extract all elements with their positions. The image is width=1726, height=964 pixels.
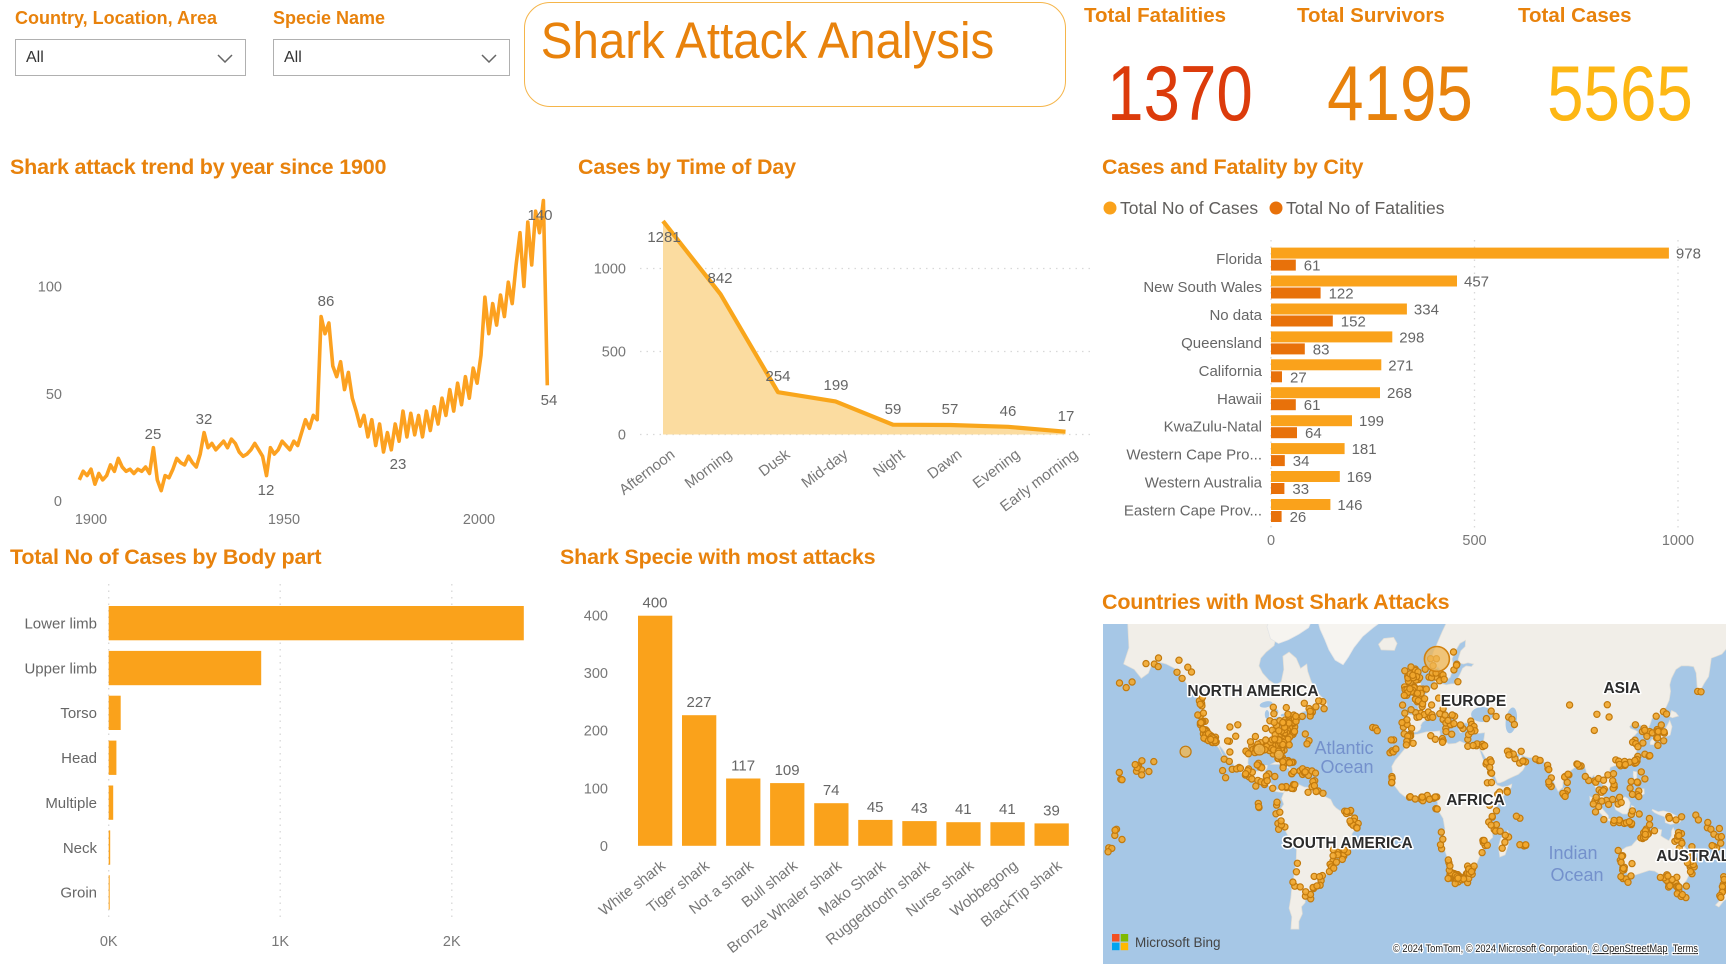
svg-text:Microsoft Bing: Microsoft Bing: [1135, 935, 1221, 950]
svg-text:54: 54: [541, 392, 558, 409]
svg-text:334: 334: [1414, 302, 1439, 319]
svg-text:Hawaii: Hawaii: [1217, 391, 1262, 408]
svg-text:400: 400: [584, 609, 608, 625]
svg-text:Lower limb: Lower limb: [24, 616, 97, 633]
svg-text:Queensland: Queensland: [1181, 335, 1262, 352]
svg-text:Head: Head: [61, 750, 97, 767]
svg-text:74: 74: [823, 782, 840, 799]
svg-text:0: 0: [618, 428, 626, 444]
svg-text:400: 400: [642, 595, 667, 612]
svg-text:298: 298: [1399, 329, 1424, 346]
svg-text:12: 12: [258, 482, 275, 499]
svg-text:Groin: Groin: [60, 885, 97, 902]
svg-text:500: 500: [602, 345, 626, 361]
svg-text:50: 50: [46, 387, 62, 403]
svg-text:KwaZulu-Natal: KwaZulu-Natal: [1164, 419, 1262, 436]
svg-text:SOUTH AMERICA: SOUTH AMERICA: [1282, 835, 1412, 852]
svg-text:41: 41: [955, 801, 972, 818]
svg-text:0: 0: [600, 839, 608, 855]
svg-text:32: 32: [196, 411, 213, 428]
svg-text:27: 27: [1290, 369, 1307, 386]
svg-text:59: 59: [885, 401, 902, 418]
svg-text:26: 26: [1290, 509, 1307, 526]
svg-text:ASIA: ASIA: [1603, 680, 1640, 697]
svg-text:300: 300: [584, 666, 608, 682]
svg-text:457: 457: [1464, 274, 1489, 291]
svg-text:45: 45: [867, 799, 884, 816]
svg-text:2000: 2000: [463, 512, 495, 528]
svg-text:23: 23: [390, 456, 407, 473]
svg-text:34: 34: [1293, 453, 1310, 470]
svg-text:271: 271: [1388, 357, 1413, 374]
svg-text:Neck: Neck: [63, 840, 98, 857]
svg-text:146: 146: [1337, 497, 1362, 514]
svg-text:0: 0: [1267, 533, 1275, 549]
svg-text:17: 17: [1058, 408, 1075, 425]
svg-text:California: California: [1199, 363, 1263, 380]
svg-text:46: 46: [1000, 403, 1017, 420]
svg-text:100: 100: [584, 781, 608, 797]
svg-text:1281: 1281: [647, 229, 680, 246]
svg-text:Western Australia: Western Australia: [1145, 475, 1263, 492]
svg-text:Western Cape Pro...: Western Cape Pro...: [1126, 447, 1262, 464]
svg-text:AFRICA: AFRICA: [1446, 792, 1505, 809]
svg-text:227: 227: [686, 694, 711, 711]
svg-text:268: 268: [1387, 385, 1412, 402]
svg-text:No data: No data: [1209, 307, 1262, 324]
svg-text:199: 199: [1359, 413, 1384, 430]
svg-text:EUROPE: EUROPE: [1441, 693, 1506, 710]
svg-text:169: 169: [1347, 469, 1372, 486]
svg-text:181: 181: [1352, 441, 1377, 458]
svg-text:109: 109: [775, 762, 800, 779]
svg-text:AUSTRALIA: AUSTRALIA: [1656, 848, 1726, 865]
svg-text:61: 61: [1304, 258, 1321, 275]
svg-text:1950: 1950: [268, 512, 300, 528]
svg-text:25: 25: [145, 426, 162, 443]
svg-text:1000: 1000: [1662, 533, 1694, 549]
svg-text:Eastern Cape Prov...: Eastern Cape Prov...: [1124, 503, 1262, 520]
svg-text:© 2024 TomTom, © 2024 Microsof: © 2024 TomTom, © 2024 Microsoft Corporat…: [1393, 943, 1698, 955]
svg-text:43: 43: [911, 800, 928, 817]
svg-text:Indian: Indian: [1548, 843, 1597, 863]
svg-text:122: 122: [1329, 286, 1354, 303]
svg-text:33: 33: [1292, 481, 1309, 498]
svg-text:254: 254: [765, 368, 790, 385]
svg-text:200: 200: [584, 724, 608, 740]
svg-text:117: 117: [731, 758, 755, 775]
svg-text:0K: 0K: [100, 934, 118, 950]
svg-text:Florida: Florida: [1216, 251, 1263, 268]
svg-text:199: 199: [823, 377, 848, 394]
svg-text:Total No of Cases: Total No of Cases: [1120, 198, 1258, 218]
svg-text:500: 500: [1462, 533, 1486, 549]
svg-text:Torso: Torso: [60, 705, 97, 722]
svg-text:Ocean: Ocean: [1320, 757, 1373, 777]
svg-text:1000: 1000: [594, 262, 626, 278]
svg-text:Total No of Fatalities: Total No of Fatalities: [1286, 198, 1445, 218]
svg-text:978: 978: [1676, 246, 1701, 263]
svg-text:41: 41: [999, 801, 1016, 818]
svg-text:0: 0: [54, 494, 62, 510]
svg-text:Ocean: Ocean: [1550, 865, 1603, 885]
svg-text:64: 64: [1305, 425, 1322, 442]
svg-text:Upper limb: Upper limb: [24, 660, 97, 677]
svg-text:57: 57: [942, 401, 959, 418]
svg-text:2K: 2K: [443, 934, 461, 950]
svg-text:842: 842: [707, 270, 732, 287]
svg-text:61: 61: [1304, 397, 1321, 414]
svg-text:86: 86: [318, 293, 335, 310]
svg-text:83: 83: [1313, 341, 1330, 358]
svg-text:39: 39: [1043, 802, 1060, 819]
svg-text:Atlantic: Atlantic: [1314, 738, 1373, 758]
svg-text:100: 100: [38, 280, 62, 296]
svg-text:1K: 1K: [271, 934, 289, 950]
svg-text:140: 140: [527, 207, 552, 224]
svg-text:NORTH AMERICA: NORTH AMERICA: [1187, 683, 1318, 700]
svg-text:New South Wales: New South Wales: [1143, 279, 1262, 296]
svg-text:152: 152: [1341, 314, 1366, 331]
svg-text:1900: 1900: [75, 512, 107, 528]
svg-text:Multiple: Multiple: [45, 795, 97, 812]
